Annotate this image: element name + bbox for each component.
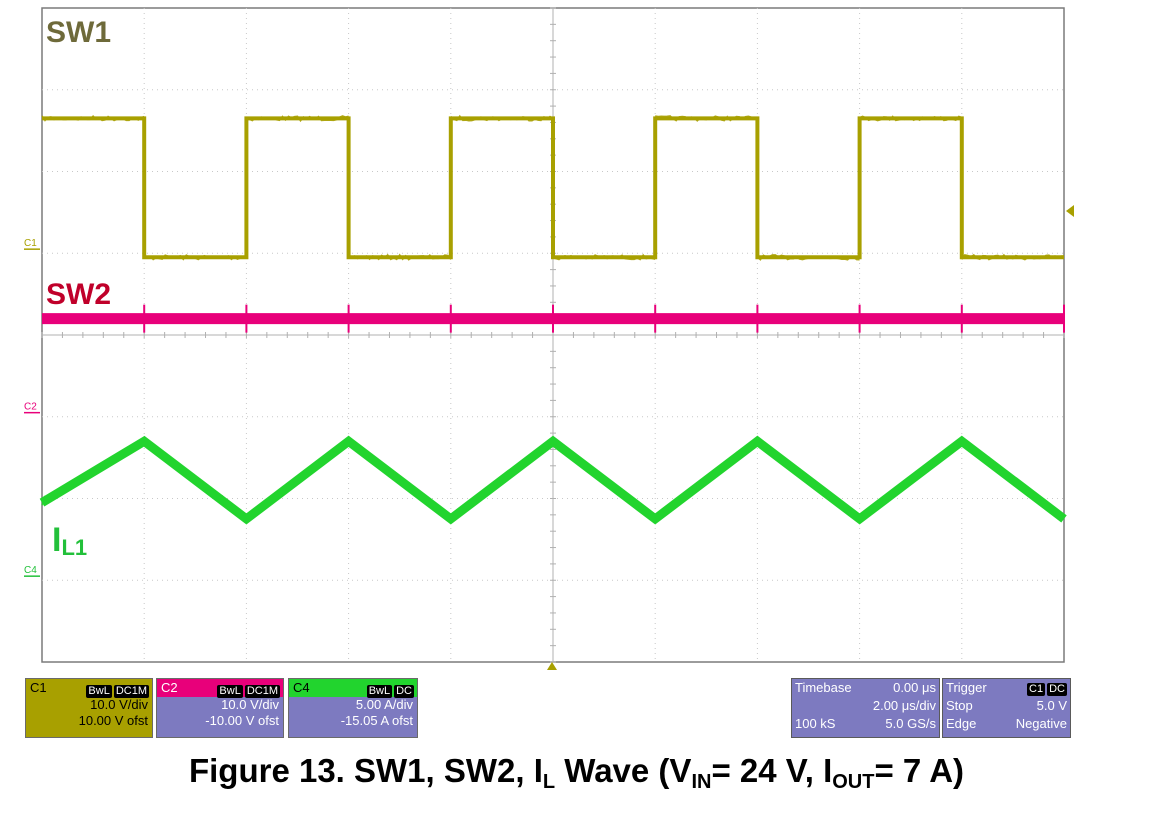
- timebase-rate: 5.0 GS/s: [885, 716, 936, 731]
- c1-scale: 10.0 V/div: [90, 697, 148, 712]
- trace-noise-sw1: [41, 114, 1065, 261]
- timebase-delay: 0.00 μs: [893, 680, 936, 695]
- timebase-info[interactable]: Timebase 0.00 μs 2.00 μs/div 100 kS 5.0 …: [791, 678, 940, 738]
- trigger-info[interactable]: Trigger C1 DC Stop 5.0 V Edge Negative: [942, 678, 1071, 738]
- trace-noise-il1: [41, 437, 1065, 523]
- c2-offset: -10.00 V ofst: [205, 713, 279, 728]
- grid: [41, 7, 1065, 663]
- trigger-mode: Stop: [946, 698, 973, 713]
- sw2-label: SW2: [46, 278, 111, 311]
- c4-scale: 5.00 A/div: [355, 697, 413, 712]
- trigger-level-marker: [1066, 205, 1074, 217]
- trigger-source-tag: C1: [1027, 683, 1046, 696]
- trigger-position-marker: [547, 662, 557, 670]
- sw1-label: SW1: [46, 16, 111, 49]
- figure-caption: Figure 13. SW1, SW2, IL Wave (VIN= 24 V,…: [188, 752, 965, 793]
- channel-markers: C1 C2 C4: [24, 238, 40, 577]
- c1-offset: 10.00 V ofst: [78, 713, 148, 728]
- c2-scale: 10.0 V/div: [221, 697, 279, 712]
- c2-name: C2: [161, 680, 178, 695]
- c4-bw-tag: BwL: [366, 685, 393, 698]
- c1-bw-tag: BwL: [86, 685, 112, 698]
- c1-coupling-tag: DC1M: [113, 685, 149, 698]
- c1-name: C1: [30, 680, 47, 695]
- trigger-coupling-tag: DC: [1047, 683, 1067, 696]
- trigger-type: Edge: [946, 716, 977, 731]
- c4-name: C4: [293, 680, 310, 695]
- c4-offset: -15.05 A ofst: [340, 713, 413, 728]
- c4-coupling-tag: DC: [394, 685, 414, 698]
- timebase-samples: 100 kS: [795, 716, 836, 731]
- timebase-scale: 2.00 μs/div: [872, 698, 936, 713]
- c2-bw-tag: BwL: [217, 685, 243, 698]
- trigger-level: 5.0 V: [1036, 698, 1067, 713]
- trigger-slope: Negative: [1015, 716, 1067, 731]
- trigger-label: Trigger: [946, 680, 987, 695]
- trace-sw1: [42, 116, 1064, 260]
- channel-c1-info[interactable]: C1 BwL DC1M 10.0 V/div 10.00 V ofst: [25, 678, 153, 738]
- channel-marker-label: C2: [24, 402, 37, 413]
- oscilloscope-display: C1 C2 C4 SW1 SW2 IL1: [24, 7, 1074, 670]
- channel-c2-info[interactable]: C2 BwL DC1M 10.0 V/div -10.00 V ofst: [156, 678, 284, 738]
- il1-label: IL1: [52, 521, 87, 560]
- traces: [39, 114, 1067, 525]
- channel-marker-label: C4: [24, 565, 37, 576]
- channel-marker-label: C1: [24, 238, 37, 249]
- channel-c4-info[interactable]: C4 BwL DC 5.00 A/div -15.05 A ofst: [288, 678, 418, 738]
- timebase-label: Timebase: [795, 680, 852, 695]
- trace-il1: [39, 435, 1067, 525]
- c2-coupling-tag: DC1M: [244, 685, 280, 698]
